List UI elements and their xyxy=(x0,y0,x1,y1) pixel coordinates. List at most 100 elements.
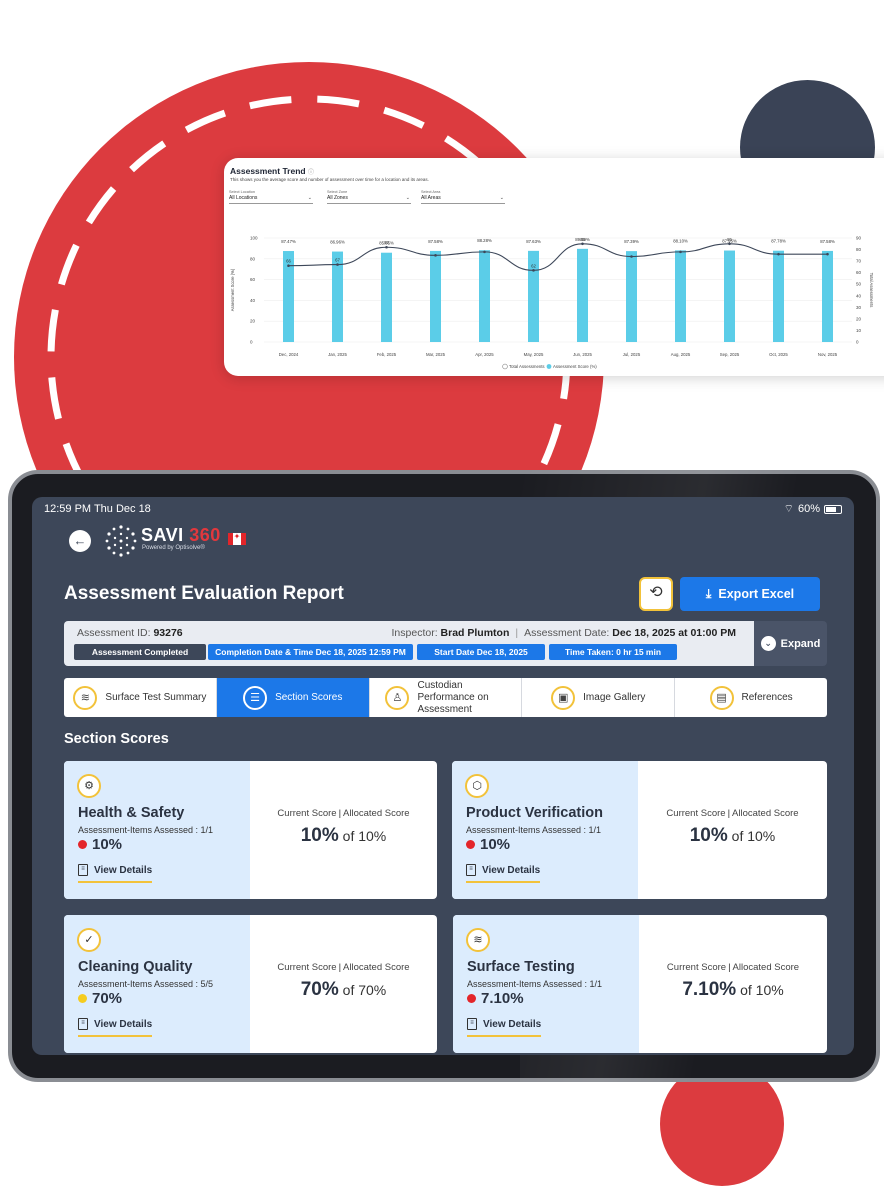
line-point xyxy=(777,252,780,256)
bar-data-label: 87.58% xyxy=(820,239,835,244)
status-dot xyxy=(78,994,87,1003)
y2-tick-label: 70 xyxy=(856,259,862,264)
y2-tick-label: 90 xyxy=(856,236,862,241)
tab-custodian-performance[interactable]: ♙ Custodian Performance on Assessment xyxy=(370,678,523,717)
area-filter[interactable]: Select Area All Areas ⌄ xyxy=(421,190,505,204)
x-tick-label: Oct, 2025 xyxy=(769,352,788,357)
y-tick-label: 80 xyxy=(250,256,256,261)
line-data-label: 85 xyxy=(727,237,732,242)
zone-filter[interactable]: Select Zone All Zones ⌄ xyxy=(327,190,411,204)
y-tick-label: 40 xyxy=(250,298,256,303)
download-icon: ⤓ xyxy=(705,586,712,601)
image-gallery-icon: ▣ xyxy=(551,685,576,710)
score-card-product-verification: ⬡ Product Verification Assessment-Items … xyxy=(452,761,827,899)
view-details-link[interactable]: ≡ View Details xyxy=(78,1018,153,1037)
y2-tick-label: 30 xyxy=(856,305,862,310)
chart-bar xyxy=(283,251,294,342)
line-point xyxy=(336,263,339,266)
score-value: 70% of 70% xyxy=(300,979,387,1000)
time-taken-chip: Time Taken: 0 hr 15 min xyxy=(549,644,677,660)
y2-tick-label: 50 xyxy=(856,282,862,287)
status-indicators: ⌔ 60% xyxy=(784,502,842,516)
bar-data-label: 88.28% xyxy=(477,238,492,243)
list-icon: ≡ xyxy=(467,1018,477,1030)
trend-subtitle: This shows you the average score and num… xyxy=(230,177,429,182)
status-dot xyxy=(467,994,476,1003)
location-filter[interactable]: Select Location All Locations ⌄ xyxy=(229,190,313,204)
layers-icon: ≋ xyxy=(73,685,98,710)
score-header: Current Score | Allocated Score xyxy=(666,962,800,973)
line-data-label: 62 xyxy=(531,263,536,268)
tablet-screen: 12:59 PM Thu Dec 18 ⌔ 60% ← SAVI 360 Pow… xyxy=(32,497,854,1055)
x-tick-label: Jul, 2025 xyxy=(623,352,641,357)
x-tick-label: Jun, 2025 xyxy=(573,352,592,357)
line-point xyxy=(483,250,486,254)
chart-bar xyxy=(528,250,539,342)
wifi-icon: ⌔ xyxy=(783,503,794,515)
y2-tick-label: 0 xyxy=(856,340,859,345)
user-check-icon: ♙ xyxy=(385,685,410,710)
assessment-trend-chart: 0 20 40 60 80 100 0 10 20 30 40 50 60 70 80 90 Assessmen… xyxy=(230,236,874,370)
score-value: 7.10% of 10% xyxy=(682,979,784,1000)
y2-axis-label: Total Assessments xyxy=(869,273,874,308)
line-point xyxy=(679,250,682,254)
score-percent: 7.10% xyxy=(467,990,524,1007)
report-tabs: ≋ Surface Test Summary ☰ Section Scores … xyxy=(64,678,827,717)
savi-logo-icon xyxy=(105,525,137,557)
bar-data-label: 89.59% xyxy=(575,237,590,242)
tab-surface-test-summary[interactable]: ≋ Surface Test Summary xyxy=(64,678,217,717)
box-icon: ⬡ xyxy=(465,774,489,798)
line-data-label: 67 xyxy=(335,258,340,263)
bar-data-label: 87.95% xyxy=(722,239,737,244)
tab-references[interactable]: ▤ References xyxy=(675,678,827,717)
line-point xyxy=(728,242,731,246)
card-title: Cleaning Quality xyxy=(78,959,193,975)
x-tick-label: Apr, 2025 xyxy=(475,352,494,357)
card-title: Surface Testing xyxy=(467,959,575,975)
bar-data-label: 87.78% xyxy=(771,239,786,244)
export-excel-button[interactable]: ⤓ Export Excel xyxy=(680,577,820,611)
bar-data-label: 87.58% xyxy=(428,239,443,244)
x-tick-label: Sep, 2025 xyxy=(720,352,740,357)
assessment-trend-card: 0 20 40 60 80 100 0 10 20 30 40 50 60 70 80 90 Assessmen… xyxy=(224,158,884,376)
history-button[interactable]: ⟲ xyxy=(639,577,673,611)
x-tick-label: Mar, 2025 xyxy=(426,352,446,357)
score-value: 10% of 10% xyxy=(300,825,387,846)
status-dot xyxy=(78,840,87,849)
tab-section-scores[interactable]: ☰ Section Scores xyxy=(216,678,370,717)
view-details-link[interactable]: ≡ View Details xyxy=(78,864,153,883)
info-icon: ⓘ xyxy=(307,170,314,176)
y2-tick-label: 40 xyxy=(856,293,862,298)
gear-shield-icon: ⚙ xyxy=(77,774,101,798)
badge-check-icon: ✓ xyxy=(77,928,101,952)
view-details-link[interactable]: ≡ View Details xyxy=(466,864,541,883)
bar-data-label: 87.39% xyxy=(624,239,639,244)
chart-bar xyxy=(626,251,637,342)
score-card-cleaning-quality: ✓ Cleaning Quality Assessment-Items Asse… xyxy=(64,915,437,1053)
legend-marker-assessment-score xyxy=(546,364,552,369)
chevron-down-icon: ⌄ xyxy=(499,195,504,201)
battery-icon xyxy=(824,504,842,514)
back-button[interactable]: ← xyxy=(69,530,91,552)
list-icon: ≡ xyxy=(78,1018,88,1030)
history-icon: ⟲ xyxy=(649,584,663,601)
score-value: 10% of 10% xyxy=(689,825,776,846)
tab-image-gallery[interactable]: ▣ Image Gallery xyxy=(522,678,676,717)
bar-data-label: 87.63% xyxy=(526,239,541,244)
card-title: Product Verification xyxy=(466,805,603,821)
inspector-and-date: Inspector: Brad Plumton | Assessment Date:… xyxy=(391,627,736,639)
score-card-health-safety: ⚙ Health & Safety Assessment-Items Asses… xyxy=(64,761,437,899)
view-details-link[interactable]: ≡ View Details xyxy=(467,1018,542,1037)
document-icon: ▤ xyxy=(709,685,734,710)
expand-button[interactable]: ⌄ Expand xyxy=(754,621,827,666)
x-tick-label: Feb, 2025 xyxy=(377,352,397,357)
chevron-down-icon: ⌄ xyxy=(307,195,312,201)
chevron-down-icon: ⌄ xyxy=(760,636,776,651)
legend-label: Total Assessments xyxy=(509,364,545,369)
x-tick-label: May, 2025 xyxy=(524,352,544,357)
line-point xyxy=(630,255,633,258)
battery-percent: 60% xyxy=(797,503,820,515)
status-bar: 12:59 PM Thu Dec 18 ⌔ 60% xyxy=(32,497,854,519)
y-tick-label: 0 xyxy=(250,340,253,345)
